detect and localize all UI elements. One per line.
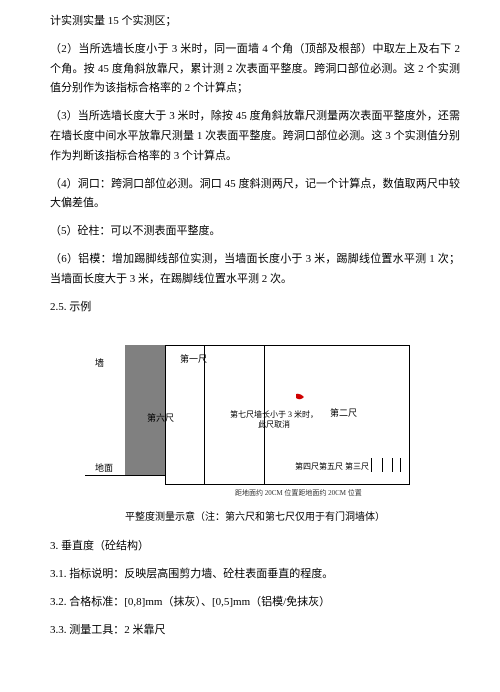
label-bottom-note: 距地面约 20CM 位置距地面约 20CM 位置 bbox=[235, 487, 362, 500]
label-ruler-7: 第七尺墙长小于 3 米时， 此尺取消 bbox=[230, 410, 318, 429]
section-3-1: 3.1. 指标说明：反映层高围剪力墙、砼柱表面垂直的程度。 bbox=[50, 565, 460, 585]
label-wall: 墙 bbox=[95, 355, 104, 371]
section-3: 3. 垂直度（砼结构） bbox=[50, 537, 460, 557]
diagram-container: 墙 地面 第一尺 第六尺 第七尺墙长小于 3 米时， 此尺取消 第二尺 第四尺第… bbox=[50, 335, 460, 505]
label-ruler-7-line1: 第七尺墙长小于 3 米时， bbox=[230, 410, 318, 419]
label-ground: 地面 bbox=[95, 460, 113, 476]
red-mark-icon bbox=[295, 393, 305, 401]
label-ruler-1: 第一尺 bbox=[180, 351, 207, 367]
paragraph-5: （5）砼柱：可以不测表面平整度。 bbox=[50, 222, 460, 242]
diagram-caption: 平整度测量示意（注：第六尺和第七尺仅用于有门洞墙体） bbox=[50, 509, 460, 527]
paragraph-intro: 计实测实量 15 个实测区； bbox=[50, 12, 460, 32]
section-3-2: 3.2. 合格标准：[0,8]mm（抹灰）、[0,5]mm（铝模/免抹灰） bbox=[50, 593, 460, 613]
section-2-5: 2.5. 示例 bbox=[50, 298, 460, 318]
flatness-diagram: 墙 地面 第一尺 第六尺 第七尺墙长小于 3 米时， 此尺取消 第二尺 第四尺第… bbox=[85, 335, 425, 505]
vline-group-right bbox=[371, 458, 401, 472]
label-ruler-345: 第四尺第五尺 第三尺 bbox=[295, 460, 369, 474]
paragraph-4: （4）洞口：跨洞口部位必测。洞口 45 度斜测两尺，记一个计算点，数值取两尺中较… bbox=[50, 175, 460, 215]
paragraph-3: （3）当所选墙长度大于 3 米时，除按 45 度角斜放靠尺测量两次表面平整度外，… bbox=[50, 107, 460, 166]
label-ruler-7-line2: 此尺取消 bbox=[258, 420, 290, 429]
paragraph-2: （2）当所选墙长度小于 3 米时，同一面墙 4 个角（顶部及根部）中取左上及右下… bbox=[50, 40, 460, 99]
section-3-3: 3.3. 测量工具：2 米靠尺 bbox=[50, 621, 460, 641]
label-ruler-6: 第六尺 bbox=[147, 410, 174, 426]
paragraph-6: （6）铝模：增加踢脚线部位实测，当墙面长度小于 3 米，踢脚线位置水平测 1 次… bbox=[50, 250, 460, 290]
label-ruler-2: 第二尺 bbox=[330, 405, 357, 421]
